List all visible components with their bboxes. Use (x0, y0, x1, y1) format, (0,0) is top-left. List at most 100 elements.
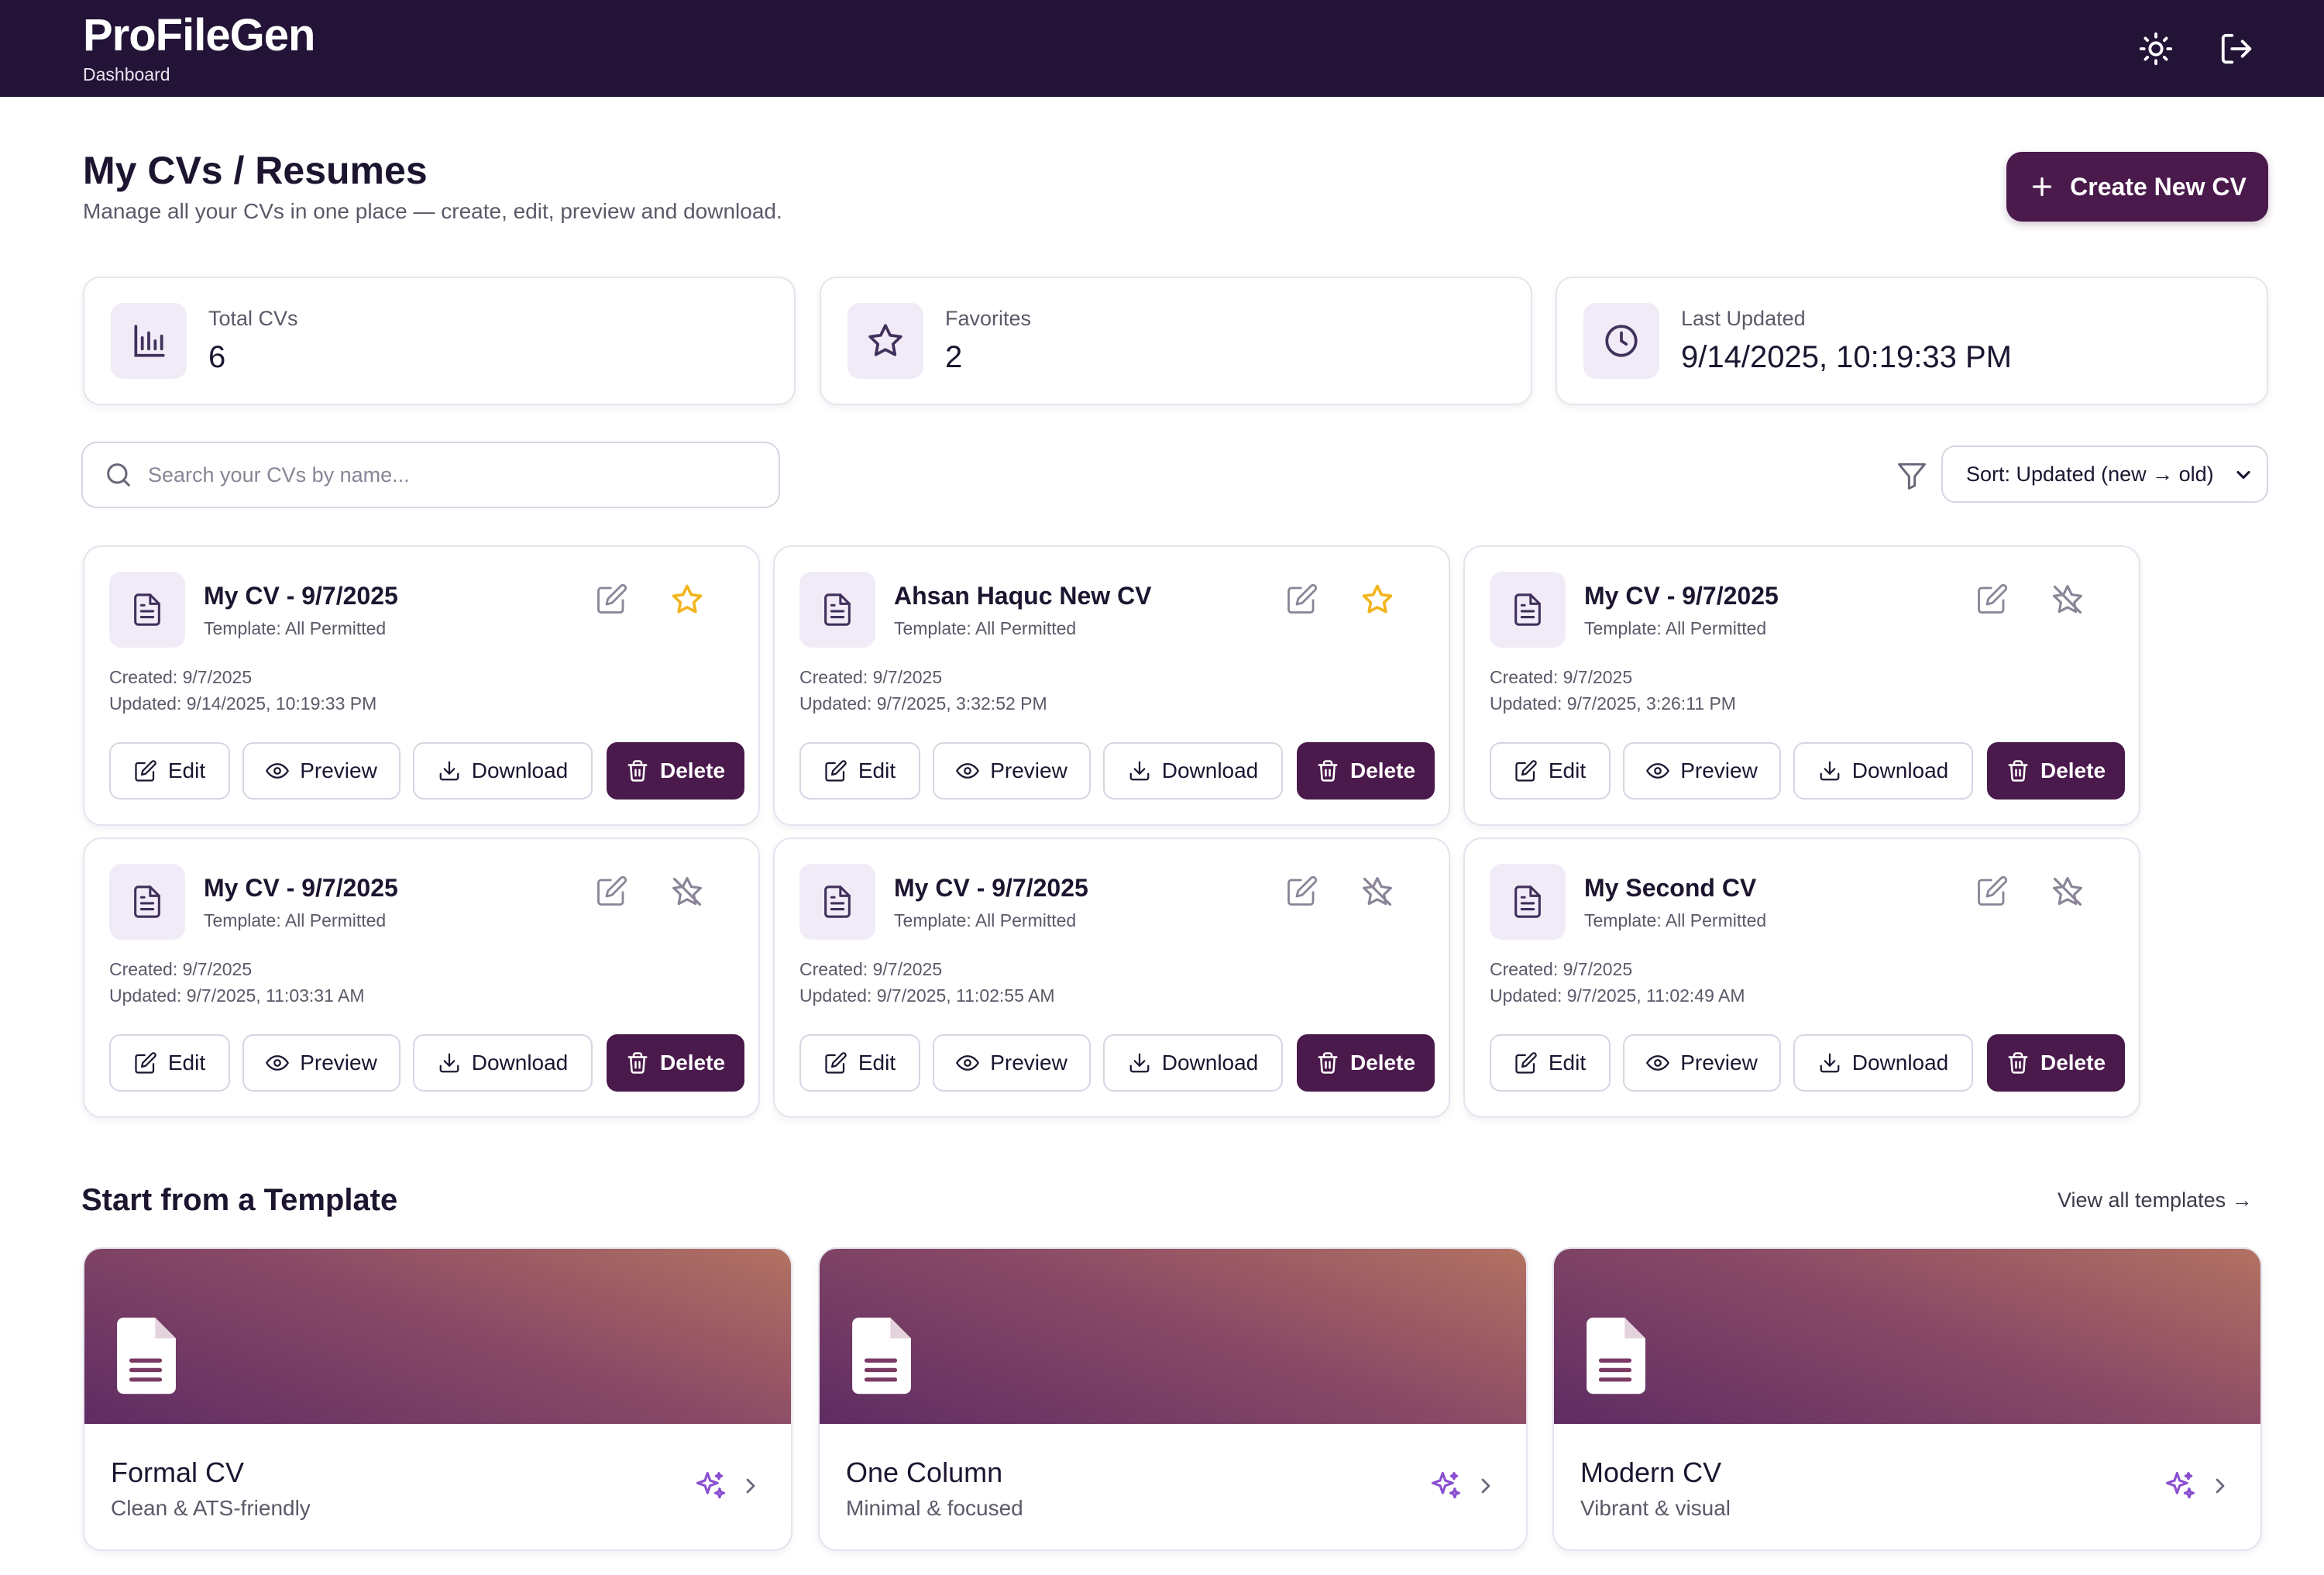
star-filled-icon[interactable] (670, 583, 704, 617)
star-off-icon[interactable] (2051, 875, 2085, 909)
star-off-icon[interactable] (670, 875, 704, 909)
cv-name[interactable]: My Second CV (1584, 874, 1757, 902)
trash-icon (626, 1051, 649, 1075)
delete-label: Delete (2040, 758, 2106, 782)
cv-template: Template: All Permitted (1584, 618, 1767, 638)
template-description: Clean & ATS-friendly (111, 1496, 311, 1520)
preview-button[interactable]: Preview (933, 1034, 1091, 1092)
edit-label: Edit (1548, 1051, 1587, 1075)
preview-button[interactable]: Preview (242, 1034, 401, 1092)
bar-chart-icon (111, 303, 187, 379)
download-button[interactable]: Download (1103, 1034, 1283, 1092)
preview-label: Preview (990, 758, 1067, 782)
delete-button[interactable]: Delete (1987, 1034, 2125, 1092)
document-icon (849, 1315, 913, 1396)
cv-created-date: Created: 9/7/2025 (799, 959, 943, 979)
rename-icon[interactable] (596, 875, 628, 907)
edit-button[interactable]: Edit (1490, 742, 1611, 800)
trash-icon (626, 759, 649, 782)
rename-icon[interactable] (1286, 875, 1318, 907)
download-label: Download (471, 1051, 569, 1075)
chevron-right-icon (738, 1474, 763, 1498)
star-off-icon[interactable] (2051, 583, 2085, 617)
search-input[interactable] (148, 463, 768, 487)
cv-updated-date: Updated: 9/14/2025, 10:19:33 PM (109, 693, 377, 714)
cv-template: Template: All Permitted (894, 910, 1077, 930)
filter-icon[interactable] (1895, 459, 1929, 493)
cv-card: My CV - 9/7/2025 Template: All Permitted… (83, 837, 760, 1118)
document-icon (114, 1315, 177, 1396)
rename-icon[interactable] (1976, 583, 2009, 615)
template-name: Modern CV (1580, 1456, 1722, 1488)
preview-label: Preview (300, 1051, 377, 1075)
template-banner (1554, 1249, 2260, 1424)
cv-name[interactable]: Ahsan Haquc New CV (894, 582, 1152, 610)
download-label: Download (1851, 1051, 1949, 1075)
edit-button[interactable]: Edit (109, 742, 230, 800)
template-card-modern-cv[interactable]: Modern CV Vibrant & visual (1552, 1247, 2262, 1551)
logout-icon[interactable] (2219, 31, 2254, 67)
search-icon (103, 459, 134, 490)
rename-icon[interactable] (596, 583, 628, 615)
sparkles-icon (693, 1469, 727, 1503)
template-name: Formal CV (111, 1456, 245, 1488)
cv-created-date: Created: 9/7/2025 (799, 667, 943, 687)
stat-value: 2 (945, 340, 963, 374)
download-button[interactable]: Download (1793, 742, 1973, 800)
edit-icon (134, 759, 157, 782)
cv-card: My Second CV Template: All Permitted Cre… (1463, 837, 2140, 1118)
star-off-icon[interactable] (1360, 875, 1394, 909)
download-button[interactable]: Download (413, 742, 593, 800)
eye-icon (956, 1051, 980, 1075)
edit-button[interactable]: Edit (109, 1034, 230, 1092)
template-card-one-column[interactable]: One Column Minimal & focused (818, 1247, 1528, 1551)
cv-name[interactable]: My CV - 9/7/2025 (204, 582, 398, 610)
trash-icon (2006, 1051, 2030, 1075)
star-icon (847, 303, 923, 379)
edit-button[interactable]: Edit (1490, 1034, 1611, 1092)
delete-button[interactable]: Delete (1297, 742, 1435, 800)
view-all-templates-link[interactable]: View all templates → (2058, 1188, 2253, 1212)
rename-icon[interactable] (1976, 875, 2009, 907)
clock-icon (1583, 303, 1659, 379)
preview-button[interactable]: Preview (242, 742, 401, 800)
app-subtitle: Dashboard (83, 64, 170, 84)
sort-select[interactable]: Sort: Updated (new → old) (1941, 445, 2268, 503)
document-icon (1490, 864, 1566, 940)
delete-button[interactable]: Delete (607, 742, 744, 800)
cv-template: Template: All Permitted (1584, 910, 1767, 930)
delete-button[interactable]: Delete (607, 1034, 744, 1092)
cv-name[interactable]: My CV - 9/7/2025 (894, 874, 1088, 902)
download-icon (1818, 1051, 1841, 1075)
download-icon (438, 1051, 461, 1075)
stat-card-total-cvs: Total CVs 6 (83, 277, 796, 405)
edit-button[interactable]: Edit (799, 742, 920, 800)
download-button[interactable]: Download (413, 1034, 593, 1092)
cv-name[interactable]: My CV - 9/7/2025 (204, 874, 398, 902)
delete-button[interactable]: Delete (1297, 1034, 1435, 1092)
search-box (81, 442, 780, 508)
sun-icon[interactable] (2138, 31, 2174, 67)
cv-created-date: Created: 9/7/2025 (109, 667, 253, 687)
trash-icon (1316, 759, 1339, 782)
download-icon (1128, 759, 1151, 782)
cv-card: My CV - 9/7/2025 Template: All Permitted… (1463, 545, 2140, 826)
template-card-formal-cv[interactable]: Formal CV Clean & ATS-friendly (83, 1247, 792, 1551)
preview-button[interactable]: Preview (933, 742, 1091, 800)
edit-label: Edit (167, 758, 206, 782)
preview-button[interactable]: Preview (1623, 1034, 1781, 1092)
download-button[interactable]: Download (1793, 1034, 1973, 1092)
preview-button[interactable]: Preview (1623, 742, 1781, 800)
edit-button[interactable]: Edit (799, 1034, 920, 1092)
cv-name[interactable]: My CV - 9/7/2025 (1584, 582, 1779, 610)
rename-icon[interactable] (1286, 583, 1318, 615)
download-button[interactable]: Download (1103, 742, 1283, 800)
eye-icon (266, 1051, 290, 1075)
document-icon (1490, 572, 1566, 648)
sort-selected-value: Sort: Updated (new → old) (1966, 462, 2214, 486)
create-new-cv-button[interactable]: Create New CV (2006, 152, 2268, 222)
delete-button[interactable]: Delete (1987, 742, 2125, 800)
star-filled-icon[interactable] (1360, 583, 1394, 617)
app-title[interactable]: ProFileGen (83, 10, 315, 60)
create-new-cv-label: Create New CV (2070, 172, 2247, 201)
